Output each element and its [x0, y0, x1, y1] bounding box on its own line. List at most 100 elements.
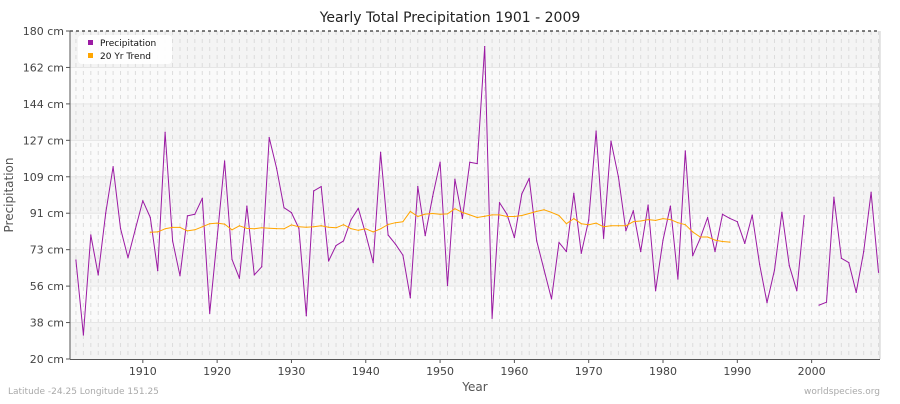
y-axis-label: Precipitation [2, 157, 16, 232]
trend-point [573, 217, 575, 220]
series-lines [75, 45, 880, 336]
precipitation-point [669, 205, 672, 207]
y-tick-label: 127 cm [23, 134, 64, 147]
precipitation-point [759, 263, 761, 265]
precipitation-point [402, 254, 404, 256]
trend-point [179, 226, 181, 228]
precipitation-point [380, 151, 382, 153]
precipitation-point [640, 250, 642, 253]
precipitation-point [142, 200, 144, 202]
legend-label-trend: 20 Yr Trend [100, 52, 151, 62]
precipitation-point [223, 160, 226, 162]
precipitation-point [825, 301, 828, 303]
trend-point [216, 222, 218, 224]
precipitation-point [119, 227, 122, 230]
precipitation-point [751, 214, 753, 216]
precipitation-point [134, 228, 136, 230]
precipitation-point [484, 45, 486, 48]
precipitation-point [275, 167, 278, 169]
y-tick-label: 20 cm [30, 353, 64, 366]
trend-point [275, 228, 278, 230]
trend-point [157, 231, 159, 233]
precipitation-point [721, 213, 724, 215]
precipitation-point [194, 213, 196, 215]
precipitation-point [350, 219, 352, 221]
trend-point [684, 224, 686, 226]
precipitation-point [387, 234, 389, 236]
precipitation-point [736, 221, 738, 223]
precipitation-point [543, 269, 545, 271]
precipitation-point [788, 265, 790, 267]
precipitation-point [342, 240, 345, 242]
precipitation-point [439, 161, 441, 163]
trend-point [528, 212, 530, 215]
trend-point [365, 228, 367, 230]
trend-point [491, 214, 493, 216]
trend-point [209, 223, 211, 225]
x-tick-label: 1940 [352, 365, 380, 378]
plot-band [70, 140, 880, 177]
trend-point [654, 219, 657, 222]
trend-point [565, 223, 568, 225]
trend-point [394, 222, 397, 224]
trend-point [662, 217, 664, 220]
precipitation-point [513, 237, 515, 239]
x-tick-label: 1980 [649, 365, 677, 378]
trend-point [706, 236, 709, 238]
trend-point [380, 228, 382, 230]
trend-point [164, 228, 166, 230]
trend-point [357, 229, 359, 231]
trend-point [402, 221, 404, 223]
precipitation-point [625, 230, 627, 232]
x-tick-label: 1970 [575, 365, 603, 378]
y-tick-label: 109 cm [23, 171, 64, 184]
trend-point [721, 240, 724, 243]
precipitation-point [863, 250, 865, 253]
trend-point [231, 229, 233, 231]
footer-source: worldspecies.org [804, 387, 880, 397]
precipitation-point [246, 205, 248, 207]
precipitation-point [157, 270, 159, 272]
precipitation-point [595, 130, 597, 132]
x-tick-label: 1950 [426, 365, 454, 378]
precipitation-point [550, 298, 553, 300]
plot-band [70, 176, 880, 214]
precipitation-point [498, 201, 501, 204]
precipitation-point [298, 227, 300, 230]
trend-point [313, 226, 315, 228]
trend-point [461, 211, 463, 214]
precipitation-point [409, 297, 411, 299]
precipitation-point [305, 315, 307, 317]
precipitation-point [461, 217, 463, 219]
precipitation-point [781, 211, 783, 213]
y-tick-label: 162 cm [23, 61, 64, 74]
vertical-gridlines [75, 31, 880, 359]
precipitation-point [521, 193, 523, 195]
trend-point [283, 228, 285, 230]
trend-point [387, 223, 389, 226]
trend-point [372, 231, 374, 233]
precipitation-point [82, 334, 84, 336]
trend-point [558, 214, 560, 217]
precipitation-point [372, 262, 374, 264]
chart-title: Yearly Total Precipitation 1901 - 2009 [319, 10, 581, 26]
x-tick-label: 1990 [723, 365, 751, 378]
precipitation-point [417, 185, 419, 188]
precipitation-point [186, 215, 189, 217]
y-tick-label: 56 cm [30, 280, 64, 293]
precipitation-point [231, 258, 233, 260]
precipitation-point [729, 217, 731, 219]
x-tick-label: 1930 [277, 365, 305, 378]
precipitation-point [714, 250, 716, 253]
trend-point [632, 221, 634, 223]
precipitation-point [283, 207, 285, 209]
trend-point [625, 225, 627, 227]
precipitation-point [238, 277, 241, 279]
precipitation-point [773, 269, 776, 271]
trend-point [201, 226, 203, 228]
trend-point [328, 226, 330, 228]
trend-point [729, 241, 731, 243]
precipitation-point [610, 140, 612, 142]
precipitation-point [840, 257, 842, 259]
